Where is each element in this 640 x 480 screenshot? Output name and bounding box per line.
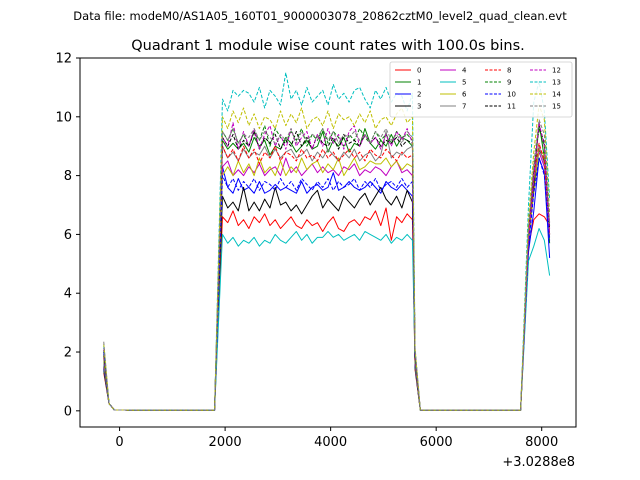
legend-label-8: 8 — [507, 67, 511, 75]
x-tick-label: 2000 — [209, 435, 242, 450]
legend-label-15: 15 — [552, 103, 561, 111]
figure-supertitle: Data file: modeM0/AS1A05_160T01_90000030… — [73, 9, 567, 23]
series-line-15 — [103, 119, 551, 411]
x-axis-offset-label: +3.0288e8 — [502, 455, 575, 470]
y-tick-label: 8 — [64, 169, 72, 184]
legend-label-7: 7 — [462, 103, 466, 111]
x-tick-label: 8000 — [525, 435, 558, 450]
legend-label-10: 10 — [507, 91, 516, 99]
legend-label-6: 6 — [462, 91, 467, 99]
legend-label-3: 3 — [417, 103, 421, 111]
y-tick-label: 10 — [55, 110, 72, 125]
x-tick-label: 0 — [115, 435, 123, 450]
legend-label-14: 14 — [552, 91, 561, 99]
legend-label-4: 4 — [462, 67, 467, 75]
y-tick-label: 12 — [55, 52, 72, 67]
legend-box — [389, 61, 573, 118]
legend-label-13: 13 — [552, 79, 561, 87]
chart-title: Quadrant 1 module wise count rates with … — [131, 38, 525, 54]
y-tick-label: 4 — [64, 287, 72, 302]
plot-area — [103, 72, 551, 411]
y-tick-label: 6 — [64, 228, 72, 243]
legend-label-2: 2 — [417, 91, 421, 99]
legend-label-12: 12 — [552, 67, 561, 75]
legend-label-11: 11 — [507, 103, 516, 111]
y-tick-label: 2 — [64, 346, 72, 361]
x-tick-label: 6000 — [420, 435, 453, 450]
y-tick-label: 0 — [64, 404, 72, 419]
legend-label-9: 9 — [507, 79, 511, 87]
x-tick-label: 4000 — [314, 435, 347, 450]
axes-frame — [79, 57, 577, 428]
legend-label-0: 0 — [417, 67, 421, 75]
legend-label-1: 1 — [417, 79, 421, 87]
legend-label-5: 5 — [462, 79, 466, 87]
